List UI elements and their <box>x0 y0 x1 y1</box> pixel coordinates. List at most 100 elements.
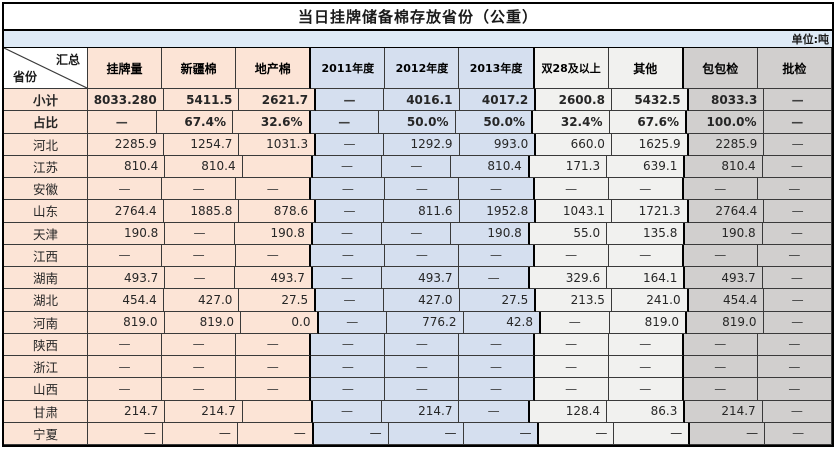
data-cell: 42.8 <box>463 311 541 334</box>
data-cell: — <box>541 311 610 334</box>
data-cell: 128.4 <box>529 400 608 423</box>
data-cell: — <box>683 244 758 267</box>
data-cell: 1043.1 <box>536 200 612 223</box>
province-cell: 江苏 <box>4 155 88 178</box>
data-cell: 190.8 <box>234 222 313 245</box>
data-cell: — <box>88 356 163 379</box>
data-cell: 2764.4 <box>688 200 765 223</box>
corner-summary-label: 汇总 <box>55 53 80 67</box>
table-row: 占比 —67.4% 32.6% —50.0% 50.0% 32.4% 67.6% 100.0%… <box>4 111 832 134</box>
data-cell: 5411.5 <box>163 89 240 112</box>
data-cell: 493.7 <box>234 267 313 290</box>
data-cell: 811.6 <box>383 200 460 223</box>
data-cell: 190.8 <box>685 222 763 245</box>
column-header: 包包检 <box>683 48 758 89</box>
data-cell: 427.0 <box>383 289 460 312</box>
data-cell: 5432.5 <box>611 89 689 112</box>
data-cell: — <box>683 356 758 379</box>
data-cell: 4017.2 <box>459 89 537 112</box>
data-cell: — <box>757 378 832 401</box>
data-cell: 2764.4 <box>88 200 164 223</box>
table-row: 江西 — — — — — — — — — — <box>4 244 832 267</box>
corner-cell: 汇总 省份 <box>4 48 88 89</box>
data-cell: — <box>463 422 540 445</box>
data-cell: 2285.9 <box>88 133 164 156</box>
data-cell: 329.6 <box>529 267 608 290</box>
data-cell: — <box>162 333 237 356</box>
data-cell: 164.1 <box>607 267 686 290</box>
data-cell: — <box>382 155 452 178</box>
data-cell: — <box>311 378 386 401</box>
column-header: 挂牌量 <box>88 48 163 89</box>
data-cell: — <box>539 422 615 445</box>
table-row: 河北 2285.9 1254.7 1031.3—1292.9 993.0 660.0 162… <box>4 133 833 156</box>
data-cell: — <box>459 400 530 423</box>
diagonal-line-icon <box>4 48 87 88</box>
data-cell: 214.7 <box>685 400 763 423</box>
data-cell: 27.5 <box>239 289 317 312</box>
province-cell: 山西 <box>4 378 88 401</box>
data-cell: — <box>316 200 384 223</box>
data-cell: — <box>162 178 237 201</box>
data-cell: — <box>312 222 383 245</box>
data-cell: — <box>385 333 460 356</box>
data-cell: 639.1 <box>607 155 686 178</box>
data-cell: 2285.9 <box>688 133 765 156</box>
data-cell: — <box>312 267 383 290</box>
data-cell: — <box>236 356 312 379</box>
data-cell: — <box>459 356 535 379</box>
data-cell: 427.0 <box>163 289 240 312</box>
data-cell: — <box>162 422 238 445</box>
province-cell: 河南 <box>4 311 88 334</box>
data-cell: — <box>459 178 535 201</box>
data-cell: — <box>388 422 464 445</box>
data-cell: — <box>385 378 460 401</box>
data-cell: — <box>614 422 691 445</box>
table-row: 山东 2764.4 1885.8 878.6—811.6 1952.8 1043.1 172… <box>4 200 833 223</box>
data-cell: — <box>683 333 758 356</box>
data-cell: 993.0 <box>459 133 537 156</box>
table-row: 浙江 — — — — — — — — — — <box>4 356 832 379</box>
data-cell: 190.8 <box>88 222 166 245</box>
column-header: 2011年度 <box>311 48 386 89</box>
table-row: 甘肃 214.7 214.7—214.7—128.4 86.3 214.7— <box>4 400 832 423</box>
data-cell: 67.6% <box>609 111 687 134</box>
province-cell: 天津 <box>4 222 88 245</box>
data-cell: — <box>162 244 237 267</box>
column-header: 地产棉 <box>236 48 312 89</box>
data-cell: — <box>764 289 833 312</box>
data-cell: — <box>88 422 163 445</box>
province-cell: 安徽 <box>4 178 88 201</box>
data-cell: — <box>88 333 163 356</box>
data-cell: 171.3 <box>529 155 608 178</box>
data-cell: 32.6% <box>233 111 311 134</box>
data-cell: — <box>385 356 460 379</box>
data-cell: — <box>757 244 832 267</box>
data-cell: 8033.3 <box>688 89 765 112</box>
data-cell: 1031.3 <box>239 133 317 156</box>
table-row: 湖北 454.4 427.0 27.5—427.0 27.5 213.5 241.0 454.… <box>4 289 833 312</box>
data-cell: 810.4 <box>451 155 530 178</box>
data-cell: 2621.7 <box>239 89 317 112</box>
data-cell: — <box>608 178 684 201</box>
data-cell: — <box>763 111 832 134</box>
data-cell: 214.7 <box>382 400 460 423</box>
data-cell: 454.4 <box>88 289 164 312</box>
table-row: 河南 819.0 819.0 0.0—776.2 42.8—819.0 819.0— <box>4 311 832 334</box>
data-cell: 100.0% <box>687 111 764 134</box>
data-cell: 214.7 <box>88 400 166 423</box>
province-cell: 湖北 <box>4 289 88 312</box>
data-cell: — <box>165 222 235 245</box>
data-cell: 135.8 <box>607 222 686 245</box>
data-cell: — <box>316 89 384 112</box>
data-cell: 50.0% <box>379 111 456 134</box>
report-table: 当日挂牌储备棉存放省份（公重） 单位:吨 汇总 省份 挂牌量 新疆棉 地产棉 2011… <box>2 2 834 447</box>
data-cell: — <box>534 244 609 267</box>
data-cell: — <box>459 244 535 267</box>
data-cell: — <box>311 356 386 379</box>
data-cell: 241.0 <box>611 289 689 312</box>
header-row: 汇总 省份 挂牌量 新疆棉 地产棉 2011年度 2012年度 2013年度 双28及以上其… <box>4 48 832 89</box>
table-row: 湖南 493.7—493.7—493.7—329.6 164.1 493.7— <box>4 267 832 290</box>
data-cell: — <box>459 378 535 401</box>
data-cell: — <box>88 244 163 267</box>
